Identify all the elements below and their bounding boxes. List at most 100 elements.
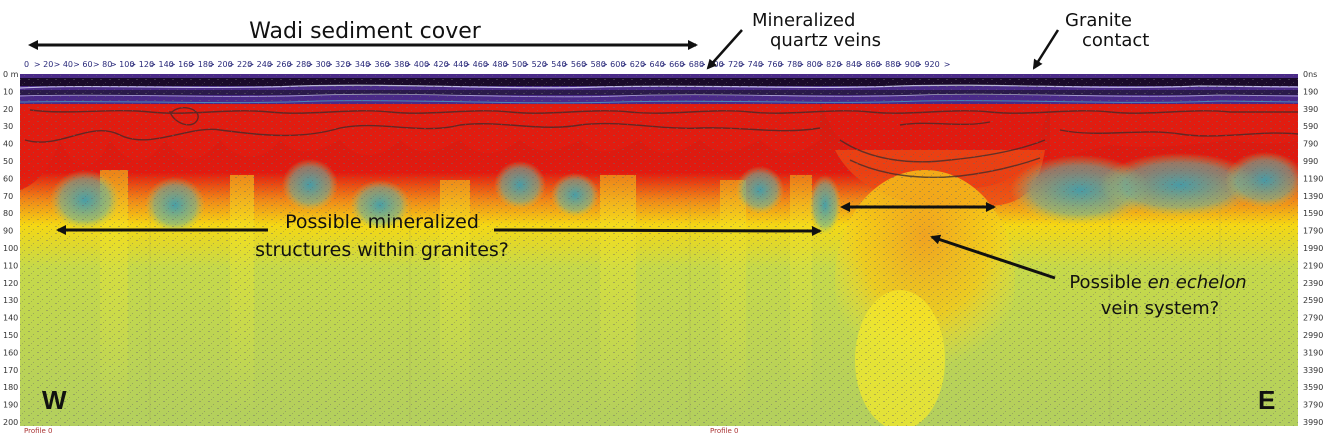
time-tick-label: 990 xyxy=(1303,157,1318,166)
distance-tick-label: > 800 xyxy=(797,60,822,69)
depth-tick-label: 70 xyxy=(3,192,13,201)
distance-axis: 0 > 20 > 40 > 60 > 80> 100> 120> 140> 160> 1… xyxy=(24,60,950,69)
time-axis: 0ns 190 390 590 790 990 1190 1390 1590 1790 1990 21… xyxy=(1303,70,1323,427)
distance-tick-label: > 60 xyxy=(73,60,92,69)
distance-tick-label: > 120 xyxy=(130,60,155,69)
distance-tick-label: > 740 xyxy=(738,60,763,69)
distance-tick-label: > 580 xyxy=(581,60,606,69)
depth-tick-label: 10 xyxy=(3,87,13,96)
time-tick-label: 3790 xyxy=(1303,401,1323,410)
annotation-granite-line2: contact xyxy=(1082,30,1149,51)
time-tick-label: 2790 xyxy=(1303,314,1323,323)
depth-tick-label: 100 xyxy=(3,244,18,253)
time-tick-label: 190 xyxy=(1303,87,1318,96)
footer-mid-label: Profile 0 xyxy=(710,427,738,435)
granite-pointer-arrow xyxy=(1032,29,1060,70)
depth-tick-label: 40 xyxy=(3,140,13,149)
distance-tick-label: > 380 xyxy=(385,60,410,69)
distance-tick-label: > 300 xyxy=(306,60,331,69)
distance-tick-label: > 820 xyxy=(817,60,842,69)
time-tick-label: 3590 xyxy=(1303,383,1323,392)
depth-tick-label: 180 xyxy=(3,383,18,392)
distance-tick-label: > 880 xyxy=(876,60,901,69)
footer-left-label: Profile 0 xyxy=(24,427,52,435)
annotation-veins-line1: Mineralized xyxy=(752,10,855,31)
depth-tick-label: 160 xyxy=(3,348,18,357)
distance-tick-label: > 140 xyxy=(149,60,174,69)
distance-tick-label: > 360 xyxy=(365,60,390,69)
distance-tick-label: > 720 xyxy=(719,60,744,69)
annotation-wadi-sediment: Wadi sediment cover xyxy=(249,19,482,44)
annotation-veins-line2: quartz veins xyxy=(770,30,881,51)
annotation-granite-line1: Granite xyxy=(1065,10,1132,31)
distance-tick-label: > 920 xyxy=(915,60,940,69)
depth-tick-label: 60 xyxy=(3,174,13,183)
annotation-structures-line1: Possible mineralized xyxy=(285,211,479,233)
west-label: W xyxy=(42,385,67,415)
depth-tick-label: 20 xyxy=(3,105,13,114)
footer-strip xyxy=(20,426,1298,436)
depth-tick-label: 120 xyxy=(3,279,18,288)
depth-tick-label: 130 xyxy=(3,296,18,305)
distance-tick-label: > 460 xyxy=(463,60,488,69)
structures-arrow-right xyxy=(493,225,822,236)
depth-tick-label: 30 xyxy=(3,122,13,131)
distance-tick-label: > 620 xyxy=(621,60,646,69)
time-tick-label: 2390 xyxy=(1303,279,1323,288)
distance-tick-label: > 20 xyxy=(34,60,53,69)
distance-tick-label: > 520 xyxy=(522,60,547,69)
annotation-echelon-line1: Possible en echelon xyxy=(1069,272,1246,293)
echelon-pointer-arrow xyxy=(930,234,1056,280)
depth-tick-label: 50 xyxy=(3,157,13,166)
distance-tick-label: > 440 xyxy=(444,60,469,69)
distance-tick-label: > 40 xyxy=(54,60,73,69)
annotation-structures-line2: structures within granites? xyxy=(255,239,509,261)
distance-tick-label: > 80 xyxy=(93,60,112,69)
veins-pointer-arrow xyxy=(706,29,743,70)
time-tick-label: 3190 xyxy=(1303,348,1323,357)
distance-tick-label: > 280 xyxy=(287,60,312,69)
distance-tick-label: > 160 xyxy=(169,60,194,69)
time-tick-label: 2590 xyxy=(1303,296,1323,305)
time-tick-label: 590 xyxy=(1303,122,1318,131)
time-tick-label: 1790 xyxy=(1303,227,1323,236)
depth-tick-label: 170 xyxy=(3,366,18,375)
depth-tick-label: 150 xyxy=(3,331,18,340)
distance-tick-label: > 600 xyxy=(601,60,626,69)
distance-tick-label: > 260 xyxy=(267,60,292,69)
time-tick-label: 1190 xyxy=(1303,174,1323,183)
distance-tick-label: > 540 xyxy=(542,60,567,69)
distance-tick-label: > 100 xyxy=(110,60,135,69)
annotation-echelon-line2: vein system? xyxy=(1101,298,1220,319)
top-tick-bar xyxy=(20,70,1298,74)
distance-tick-label: > 900 xyxy=(896,60,921,69)
depth-tick-label: 140 xyxy=(3,314,18,323)
time-tick-label: 1590 xyxy=(1303,209,1323,218)
distance-tick-label: > 640 xyxy=(640,60,665,69)
depth-axis: 0 m 10 20 30 40 50 60 70 80 90 100 110 120 130 140 150 1… xyxy=(3,70,19,427)
distance-tick-label: > 840 xyxy=(837,60,862,69)
distance-tick-label: > 480 xyxy=(483,60,508,69)
east-label: E xyxy=(1258,385,1275,415)
depth-tick-label: 90 xyxy=(3,227,13,236)
time-tick-label: 390 xyxy=(1303,105,1318,114)
radargram xyxy=(20,74,1298,426)
distance-tick-label: > 400 xyxy=(405,60,430,69)
distance-tick-label: > 420 xyxy=(424,60,449,69)
distance-tick-label: > 500 xyxy=(503,60,528,69)
distance-tick-label: 0 xyxy=(24,60,29,69)
distance-tick-label: > 180 xyxy=(189,60,214,69)
depth-tick-label: 190 xyxy=(3,401,18,410)
distance-tick-label: > 560 xyxy=(562,60,587,69)
distance-tick-label: > 760 xyxy=(758,60,783,69)
depth-tick-label: 200 xyxy=(3,418,18,427)
time-tick-label: 3990 xyxy=(1303,418,1323,427)
distance-tick-label: > 320 xyxy=(326,60,351,69)
distance-tick-label: > xyxy=(944,60,951,69)
depth-tick-label: 80 xyxy=(3,209,13,218)
time-tick-label: 0ns xyxy=(1303,70,1317,79)
distance-tick-label: > 780 xyxy=(778,60,803,69)
time-tick-label: 2990 xyxy=(1303,331,1323,340)
time-tick-label: 1390 xyxy=(1303,192,1323,201)
